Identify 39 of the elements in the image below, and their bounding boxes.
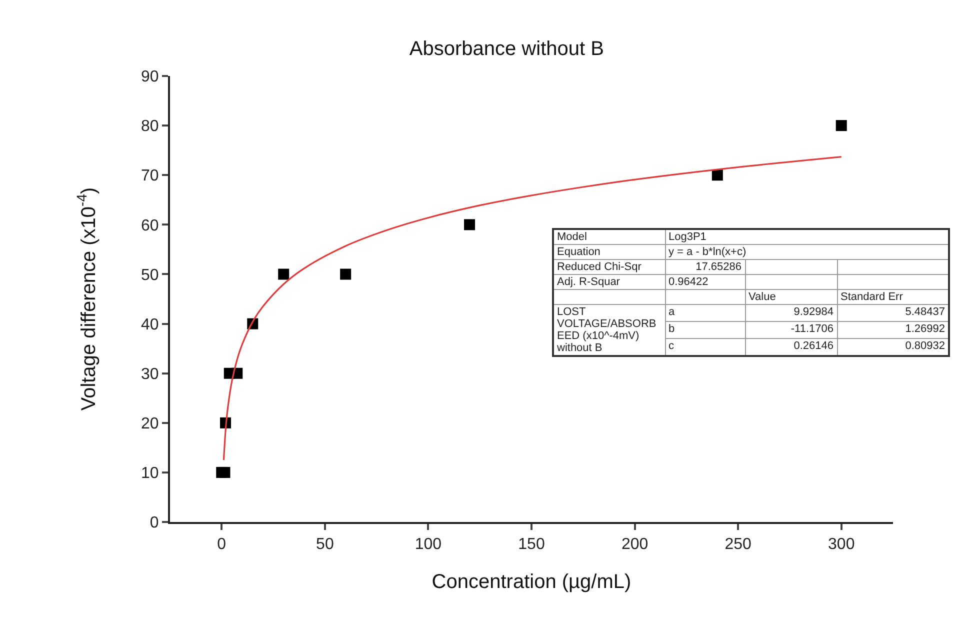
text: 1.26992 <box>837 321 950 338</box>
y-tick-label: 30 <box>141 366 159 383</box>
annotation: c <box>665 338 745 356</box>
y-tick-label: 80 <box>141 118 159 136</box>
y-tick-label: 0 <box>150 514 159 532</box>
annotation: LOST VOLTAGE/ABSORBEED (x10^-4mV) without B <box>553 304 665 356</box>
annotation: -11.1706 <box>745 321 837 338</box>
y-tick-label: 70 <box>141 168 159 185</box>
text: 0.80932 <box>837 338 950 356</box>
annotation: Adj. R-Squar <box>553 274 665 290</box>
y-tick-label: 10 <box>141 465 159 482</box>
y-tick-label: 60 <box>141 217 159 234</box>
x-tick-label: 300 <box>828 536 855 554</box>
x-tick-label: 250 <box>724 536 752 554</box>
annotation: Reduced Chi-Sqr <box>553 260 665 274</box>
annotation: b <box>665 321 745 338</box>
x-axis-title: Concentration (µg/mL) <box>432 571 632 594</box>
annotation: Value <box>745 290 837 304</box>
y-tick-label: 20 <box>141 415 159 432</box>
x-tick-label: 0 <box>217 536 226 554</box>
annotation: Equation <box>553 244 665 260</box>
annotation: y = a - b*ln(x+c) <box>665 244 950 260</box>
annotation: Log3P1 <box>665 229 950 244</box>
annotation: 9.92984 <box>745 304 837 322</box>
chart-title: Absorbance without B <box>409 38 604 60</box>
text: 5.48437 <box>837 304 950 322</box>
x-tick-label: 100 <box>414 536 442 554</box>
x-tick-label: 200 <box>621 536 648 554</box>
annotation: Standard Err <box>837 290 950 304</box>
annotation: 0.26146 <box>745 338 837 356</box>
annotation: 0.96422 <box>665 274 745 290</box>
x-tick-label: 50 <box>316 536 334 554</box>
x-tick-label: 150 <box>518 536 545 554</box>
annotation: 17.65286 <box>665 260 745 274</box>
annotation: Model <box>553 229 665 244</box>
y-tick-label: 40 <box>141 316 159 334</box>
annotation: a <box>665 304 745 322</box>
y-tick-label: 50 <box>141 266 159 284</box>
y-tick-label: 90 <box>141 68 159 86</box>
